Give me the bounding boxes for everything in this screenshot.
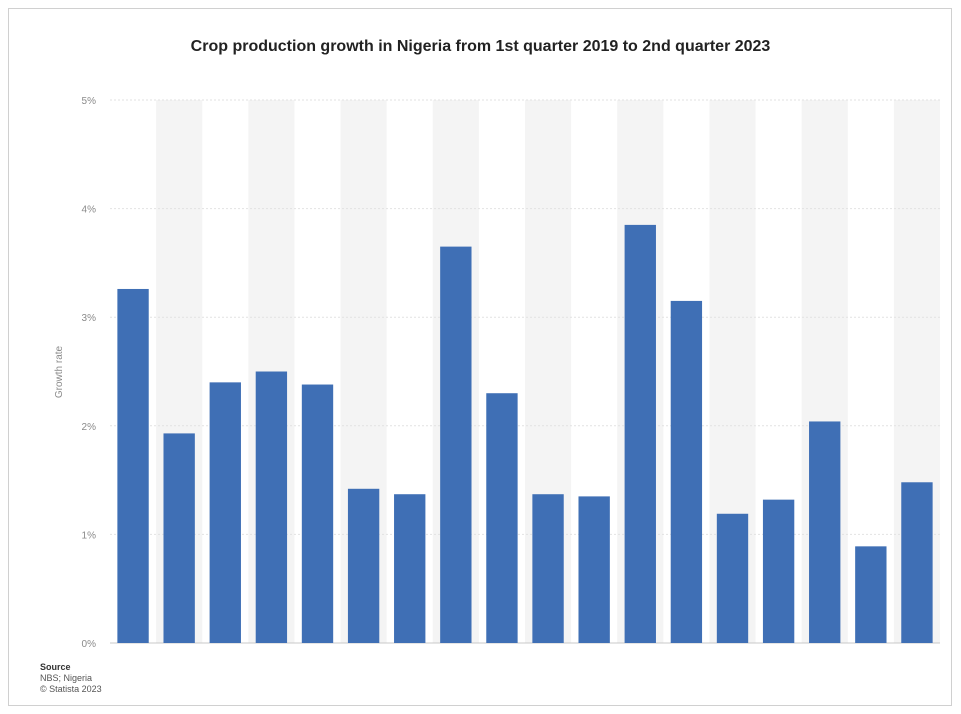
y-tick-label: 0% [82,639,97,650]
bar[interactable] [117,288,149,643]
bar[interactable] [809,421,841,643]
bars [117,224,933,644]
y-axis-ticks: 0% 1% 2% 3% 4% 5% [82,96,97,650]
y-tick-label: 2% [82,422,97,433]
source-line-2: © Statista 2023 [40,684,102,694]
bar[interactable] [209,382,241,643]
bar[interactable] [762,499,795,643]
bar[interactable] [163,433,195,643]
bar[interactable] [347,488,380,643]
y-tick-label: 5% [82,96,97,107]
bar[interactable] [901,482,933,643]
bar[interactable] [624,224,656,643]
y-tick-label: 3% [82,313,97,324]
bar[interactable] [578,496,610,643]
bar[interactable] [532,494,564,643]
y-axis-title: Growth rate [54,345,65,398]
source-title: Source [40,662,71,672]
chart-title: Crop production growth in Nigeria from 1… [190,38,771,55]
y-tick-label: 4% [82,205,97,216]
bar[interactable] [670,300,703,643]
source-block: Source NBS; Nigeria © Statista 2023 [40,662,102,695]
bar[interactable] [716,513,749,643]
bar[interactable] [486,393,518,643]
bar[interactable] [394,494,426,643]
bar[interactable] [440,246,472,644]
bar[interactable] [301,384,334,643]
source-line-1: NBS; Nigeria [40,673,93,683]
gridlines [110,99,940,644]
bar[interactable] [855,546,887,643]
bar[interactable] [255,371,288,644]
y-tick-label: 1% [82,530,97,541]
